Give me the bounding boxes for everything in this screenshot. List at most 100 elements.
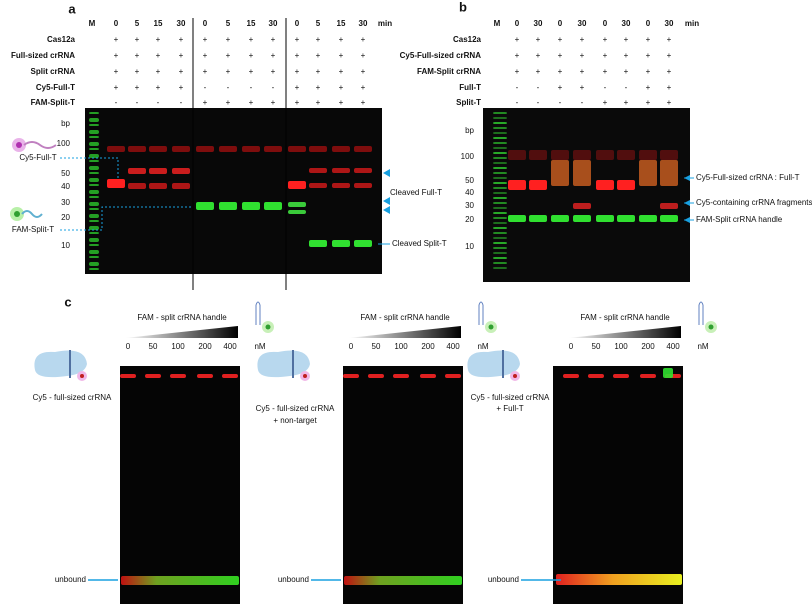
sign: +	[580, 83, 585, 92]
band	[493, 222, 507, 224]
sign: +	[361, 98, 366, 107]
concentration: 0	[349, 342, 354, 351]
band	[420, 374, 436, 378]
sign: +	[667, 67, 672, 76]
sign: +	[271, 67, 276, 76]
band	[332, 240, 350, 247]
lane-header: 15	[247, 19, 256, 28]
sign: +	[249, 35, 254, 44]
sign: +	[226, 51, 231, 60]
lane-header: 5	[135, 19, 140, 28]
band	[128, 168, 146, 174]
bp-label: bp	[465, 126, 474, 135]
sign: +	[203, 67, 208, 76]
band	[343, 374, 359, 378]
band	[660, 150, 678, 160]
band	[332, 168, 350, 173]
sign: +	[249, 98, 254, 107]
band	[493, 267, 507, 269]
sign: +	[646, 67, 651, 76]
icon	[14, 211, 20, 217]
sign: +	[203, 35, 208, 44]
lane-header: 30	[534, 19, 543, 28]
panel-label: c	[64, 294, 71, 309]
band	[551, 160, 569, 186]
band	[493, 192, 507, 194]
sign: +	[179, 51, 184, 60]
sign: +	[295, 83, 300, 92]
lane-header: 0	[515, 19, 520, 28]
sign: +	[316, 51, 321, 60]
band	[89, 196, 99, 198]
band	[219, 202, 237, 210]
row-label: Cas12a	[47, 35, 76, 44]
sign: +	[361, 51, 366, 60]
bp-label: 10	[465, 242, 474, 251]
sign: +	[203, 98, 208, 107]
sign: +	[558, 67, 563, 76]
sign: +	[339, 35, 344, 44]
band	[493, 122, 507, 124]
sign: +	[646, 83, 651, 92]
band	[89, 124, 99, 126]
sign: +	[558, 35, 563, 44]
band	[121, 576, 239, 585]
lane-header: M	[494, 19, 501, 28]
annotation: Cleaved Split-T	[392, 239, 447, 248]
wedge	[568, 326, 681, 338]
sign: +	[624, 67, 629, 76]
sign: +	[179, 67, 184, 76]
band	[508, 215, 526, 222]
sample-label: + Full-T	[496, 404, 523, 413]
unit: nM	[477, 342, 488, 351]
lane-header: 30	[622, 19, 631, 28]
band	[660, 203, 678, 209]
band	[493, 132, 507, 134]
sign: +	[515, 51, 520, 60]
arrow	[60, 157, 119, 178]
sign: +	[156, 51, 161, 60]
band	[660, 215, 678, 222]
unbound-label: unbound	[278, 575, 309, 584]
band	[288, 210, 306, 214]
sign: +	[558, 83, 563, 92]
arrowhead	[383, 197, 390, 205]
sign: +	[515, 35, 520, 44]
band	[588, 374, 604, 378]
lane-header: 5	[226, 19, 231, 28]
band	[639, 150, 657, 160]
band	[107, 179, 125, 188]
sign: +	[179, 35, 184, 44]
band	[309, 168, 327, 173]
band	[551, 215, 569, 222]
band	[493, 182, 507, 184]
gel-c1	[120, 366, 240, 604]
icon	[34, 350, 87, 378]
band	[89, 154, 99, 158]
concentration: 200	[421, 342, 435, 351]
band	[493, 197, 507, 199]
band	[89, 136, 99, 138]
unit: nM	[254, 342, 265, 351]
band	[89, 166, 99, 170]
sign: -	[516, 83, 519, 92]
gel-b	[483, 108, 690, 282]
row-label: Cy5-Full-T	[36, 83, 75, 92]
band	[89, 130, 99, 134]
unbound-label: unbound	[488, 575, 519, 584]
band	[493, 262, 507, 264]
band	[172, 146, 190, 152]
band	[368, 374, 384, 378]
row-label: FAM-Split-T	[31, 98, 76, 107]
sign: +	[515, 67, 520, 76]
band	[493, 157, 507, 159]
band	[617, 215, 635, 222]
lane-header: min	[685, 19, 699, 28]
band	[493, 172, 507, 174]
sign: -	[537, 98, 540, 107]
gel-a	[85, 108, 382, 274]
band	[332, 183, 350, 188]
band	[128, 183, 146, 189]
sign: +	[271, 51, 276, 60]
sign: +	[624, 51, 629, 60]
